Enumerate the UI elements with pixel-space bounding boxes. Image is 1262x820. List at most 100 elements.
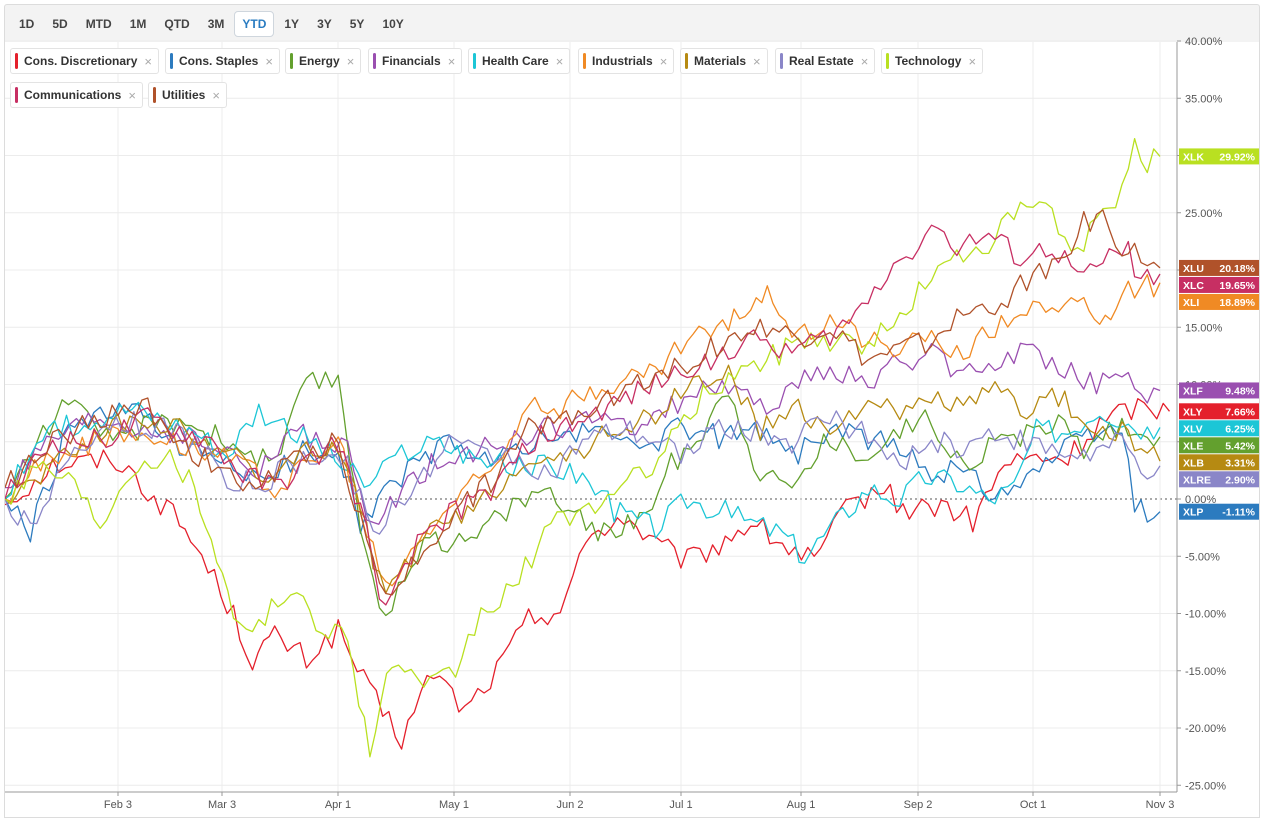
value-tag-xlb: XLB 3.31% (1179, 454, 1259, 471)
series-line-energy (5, 371, 1161, 617)
range-button-1m[interactable]: 1M (129, 16, 147, 31)
x-tick-label: Oct 1 (1020, 799, 1046, 811)
legend-item-communications[interactable]: Communications × (10, 82, 143, 108)
value-tag-xlk: XLK 29.92% (1179, 148, 1259, 165)
value-tag-ticker: XLC (1183, 280, 1204, 292)
value-tag-xli: XLI 18.89% (1179, 293, 1259, 310)
value-tag-ticker: XLV (1183, 423, 1203, 435)
value-tag-ticker: XLRE (1183, 474, 1211, 486)
remove-series-icon[interactable]: × (968, 53, 977, 69)
y-tick-label: 15.00% (1185, 322, 1223, 334)
value-tag-bg (1179, 437, 1259, 454)
range-button-5y[interactable]: 5Y (349, 16, 365, 31)
legend-swatch (15, 87, 18, 103)
legend-swatch (685, 53, 688, 69)
range-button-qtd[interactable]: QTD (164, 16, 190, 31)
legend-item-industrials[interactable]: Industrials × (578, 48, 675, 74)
range-button-ytd[interactable]: YTD (234, 10, 275, 37)
range-button-1y[interactable]: 1Y (284, 16, 300, 31)
value-tag-bg (1179, 420, 1259, 437)
remove-series-icon[interactable]: × (753, 53, 761, 69)
range-button-3m[interactable]: 3M (207, 16, 225, 31)
remove-series-icon[interactable]: × (555, 53, 564, 69)
value-tag-ticker: XLU (1183, 263, 1204, 275)
y-tick-label: 35.00% (1185, 93, 1223, 105)
remove-series-icon[interactable]: × (447, 53, 456, 69)
series-line-communications (5, 224, 1161, 606)
series-lines (5, 137, 1171, 758)
legend-item-utilities[interactable]: Utilities × (148, 82, 227, 108)
value-tag-xle: XLE 5.42% (1179, 437, 1259, 454)
value-tag-value: 29.92% (1219, 151, 1255, 163)
legend-swatch (15, 53, 18, 69)
range-button-1d[interactable]: 1D (19, 16, 35, 31)
legend-item-materials[interactable]: Materials × (680, 48, 768, 74)
value-tag-value: 3.31% (1225, 457, 1255, 469)
range-button-mtd[interactable]: MTD (85, 16, 112, 31)
value-tag-bg (1179, 259, 1259, 276)
series-line-cons-discretionary (5, 398, 1171, 750)
value-tag-ticker: XLB (1183, 457, 1204, 469)
legend-swatch (290, 53, 293, 69)
value-tag-ticker: XLP (1183, 507, 1203, 519)
x-tick-label: Mar 3 (208, 799, 236, 811)
legend-item-energy[interactable]: Energy × (285, 48, 362, 74)
remove-series-icon[interactable]: × (659, 53, 668, 69)
range-button-10y[interactable]: 10Y (382, 16, 404, 31)
value-tag-ticker: XLE (1183, 440, 1203, 452)
value-tag-bg (1179, 503, 1259, 520)
legend-label: Communications (24, 88, 122, 102)
remove-series-icon[interactable]: × (212, 87, 220, 103)
legend-label: Real Estate (789, 54, 854, 68)
value-tag-xly: XLY 7.66% (1179, 403, 1259, 420)
remove-series-icon[interactable]: × (265, 53, 273, 69)
legend-item-financials[interactable]: Financials × (368, 48, 463, 74)
legend-label: Materials (694, 54, 747, 68)
x-tick-label: Nov 3 (1146, 799, 1175, 811)
legend-swatch (473, 53, 476, 69)
legend-item-cons-staples[interactable]: Cons. Staples × (165, 48, 280, 74)
legend-item-health-care[interactable]: Health Care × (468, 48, 571, 74)
x-tick-label: Jun 2 (557, 799, 584, 811)
value-tag-value: -1.11% (1222, 507, 1255, 519)
value-tags: XLK 29.92% XLU 20.18% XLC 19.65% XLI 18.89% XLF 9… (1179, 148, 1259, 520)
value-tag-bg (1179, 293, 1259, 310)
y-tick-label: 25.00% (1185, 208, 1223, 220)
legend-swatch (153, 87, 156, 103)
y-tick-label: 40.00% (1185, 36, 1223, 48)
value-tag-xlf: XLF 9.48% (1179, 382, 1259, 399)
range-button-3y[interactable]: 3Y (317, 16, 332, 31)
value-tag-ticker: XLF (1183, 385, 1203, 397)
legend-swatch (886, 53, 889, 69)
value-tag-value: 19.65% (1219, 280, 1255, 292)
value-tag-xlc: XLC 19.65% (1179, 276, 1259, 293)
value-tag-value: 6.25% (1225, 423, 1255, 435)
value-tag-ticker: XLK (1183, 151, 1204, 163)
value-tag-xlu: XLU 20.18% (1179, 259, 1259, 276)
legend-swatch (583, 53, 586, 69)
series-line-industrials (5, 274, 1161, 587)
remove-series-icon[interactable]: × (144, 53, 152, 69)
series-line-utilities (5, 209, 1161, 596)
value-tag-bg (1179, 148, 1259, 165)
legend-label: Energy (299, 54, 340, 68)
y-tick-label: -20.00% (1185, 723, 1226, 735)
value-tag-bg (1179, 454, 1259, 471)
y-tick-label: -15.00% (1185, 666, 1226, 678)
series-line-technology (5, 137, 1161, 758)
remove-series-icon[interactable]: × (860, 53, 869, 69)
remove-series-icon[interactable]: × (346, 53, 355, 69)
legend-item-technology[interactable]: Technology × (881, 48, 984, 74)
legend-item-real-estate[interactable]: Real Estate × (775, 48, 876, 74)
legend-label: Financials (382, 54, 441, 68)
range-toolbar: 1D 5D MTD 1M QTD 3M YTD 1Y 3Y 5Y 10Y (4, 4, 1260, 42)
value-tag-value: 2.90% (1225, 474, 1255, 486)
range-button-5d[interactable]: 5D (52, 16, 68, 31)
remove-series-icon[interactable]: × (128, 87, 136, 103)
legend-item-cons-discretionary[interactable]: Cons. Discretionary × (10, 48, 159, 74)
legend-swatch (170, 53, 173, 69)
x-tick-label: Feb 3 (104, 799, 132, 811)
value-tag-bg (1179, 382, 1259, 399)
value-tag-xlp: XLP -1.11% (1179, 503, 1259, 520)
